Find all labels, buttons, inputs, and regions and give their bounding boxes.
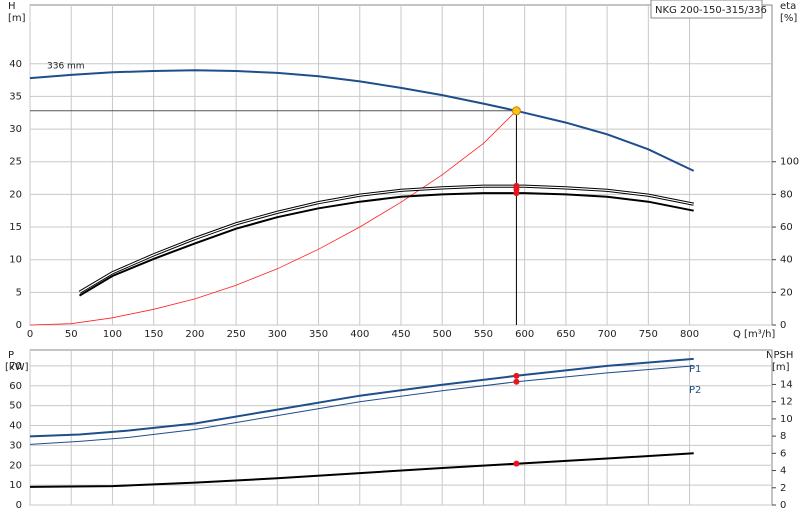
x-tick-label: 450	[391, 329, 410, 340]
x-tick-label: 0	[27, 329, 33, 340]
y2-tick-label: 14	[780, 379, 793, 390]
x-tick-label: 150	[144, 329, 163, 340]
x-tick-label: 800	[680, 329, 699, 340]
curve	[29, 69, 695, 172]
x-axis-label: Q [m³/h]	[733, 329, 775, 340]
y2-tick-label: 0	[780, 500, 786, 511]
y-tick-label: 0	[16, 500, 22, 511]
x-tick-label: 600	[515, 329, 534, 340]
y-tick-label: 20	[9, 460, 22, 471]
x-tick-label: 750	[639, 329, 658, 340]
duty-marker	[513, 378, 520, 385]
y2-axis-unit: [m]	[772, 362, 790, 373]
x-tick-label: 650	[556, 329, 575, 340]
y-tick-label: 20	[9, 189, 22, 200]
x-tick-label: 550	[474, 329, 493, 340]
y2-axis-unit: [%]	[780, 13, 797, 24]
y-tick-label: 10	[9, 480, 22, 491]
y2-tick-label: 6	[780, 448, 786, 459]
y-tick-label: 50	[9, 401, 22, 412]
curve	[78, 192, 694, 297]
x-tick-label: 100	[103, 329, 122, 340]
x-tick-label: 250	[227, 329, 246, 340]
curve	[29, 110, 517, 326]
y2-tick-label: 20	[780, 287, 793, 298]
curve-label: P1	[689, 364, 701, 375]
duty-point	[511, 106, 521, 116]
duty-marker	[513, 460, 520, 467]
y-tick-label: 35	[9, 91, 22, 102]
x-tick-label: 700	[598, 329, 617, 340]
x-tick-label: 350	[309, 329, 328, 340]
y2-tick-label: 100	[780, 157, 799, 168]
x-tick-label: 200	[185, 329, 204, 340]
y2-tick-label: 12	[780, 397, 793, 408]
y2-tick-label: 40	[780, 255, 793, 266]
y2-tick-label: 2	[780, 483, 786, 494]
x-tick-label: 500	[433, 329, 452, 340]
y-tick-label: 10	[9, 255, 22, 266]
y2-tick-label: 60	[780, 222, 793, 233]
curve	[78, 184, 695, 294]
y-axis-label: P	[8, 350, 14, 361]
curve	[29, 452, 694, 488]
y-axis-unit: [m]	[8, 13, 26, 24]
chart-title: NKG 200-150-315/336	[655, 5, 767, 16]
y-tick-label: 15	[9, 222, 22, 233]
y-tick-label: 40	[9, 59, 22, 70]
y-tick-label: 30	[9, 124, 22, 135]
y-tick-label: 60	[9, 381, 22, 392]
y-tick-label: 0	[16, 320, 22, 331]
x-tick-label: 300	[268, 329, 287, 340]
y-axis-unit: [kW]	[5, 362, 29, 373]
curve-label: P2	[689, 385, 701, 396]
curve-label: 336 mm	[47, 62, 85, 72]
x-tick-label: 400	[350, 329, 369, 340]
y2-tick-label: 80	[780, 189, 793, 200]
curve	[29, 365, 694, 445]
title-box	[650, 0, 763, 19]
y-axis-label: H	[8, 1, 16, 12]
y2-axis-label: NPSH	[766, 350, 793, 361]
y2-axis-label: eta	[780, 1, 796, 12]
y2-tick-label: 0	[780, 320, 786, 331]
y-tick-label: 25	[9, 157, 22, 168]
duty-marker	[513, 190, 520, 197]
y-tick-label: 70	[9, 361, 22, 372]
y-tick-label: 5	[16, 287, 22, 298]
curve	[29, 357, 694, 438]
duty-marker	[513, 372, 520, 379]
y2-tick-label: 4	[780, 466, 786, 477]
y-tick-label: 40	[9, 421, 22, 432]
y2-tick-label: 10	[780, 414, 793, 425]
x-tick-label: 50	[65, 329, 78, 340]
curve-inner	[79, 185, 694, 293]
y2-tick-label: 8	[780, 431, 786, 442]
y-tick-label: 30	[9, 440, 22, 451]
